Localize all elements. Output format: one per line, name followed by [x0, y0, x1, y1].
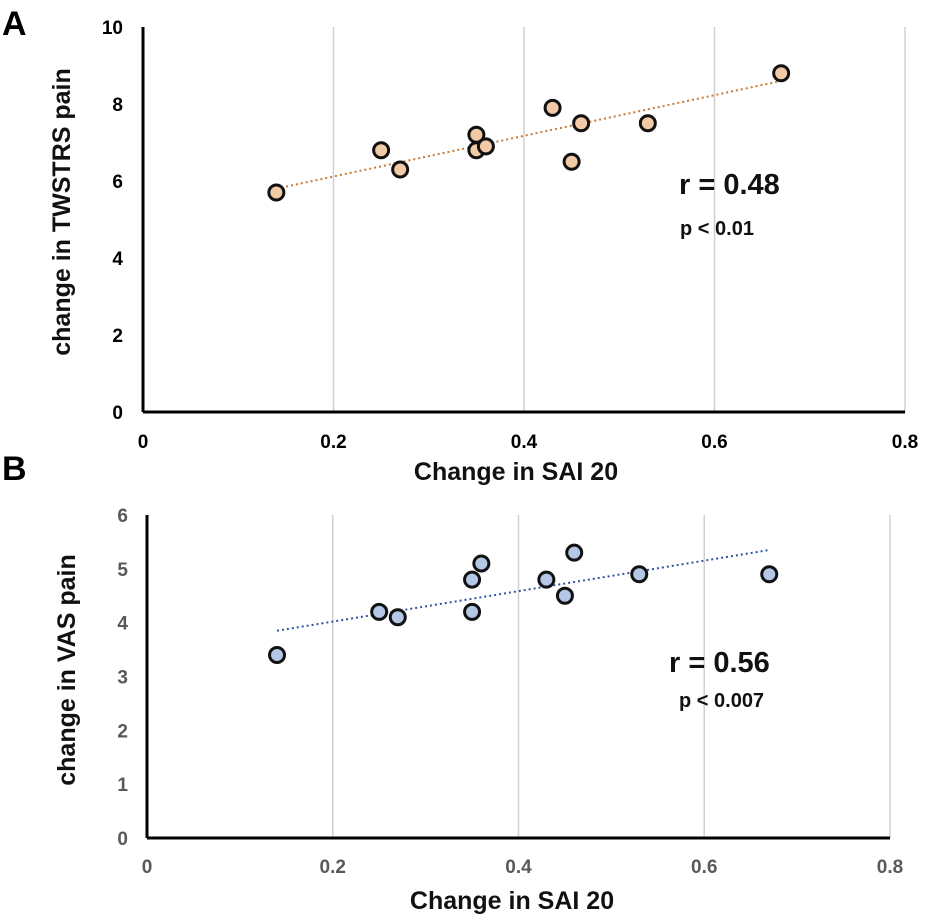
panel-b-data-point	[472, 554, 491, 573]
panel-a-data-point	[572, 114, 591, 133]
panel-a-data-point	[372, 141, 391, 160]
panel-b-data-point	[370, 602, 389, 621]
panel-b-axes	[145, 515, 890, 840]
panel-a-x-tick-label: 0.8	[892, 432, 918, 453]
panel-b-y-tick-label: 4	[117, 614, 128, 635]
panel-a-trendline	[276, 79, 782, 190]
panel-b-y-tick-label: 5	[117, 560, 128, 581]
panel-a-x-axis-title: Change in SAI 20	[414, 458, 618, 486]
panel-a-x-tick-label: 0.2	[320, 432, 346, 453]
panel-b-data-point	[463, 570, 482, 589]
panel-b-y-tick-label: 1	[117, 775, 128, 796]
panel-b-y-tick-label: 2	[117, 721, 128, 742]
panel-b-x-axis-title: Change in SAI 20	[410, 887, 614, 915]
panel-a-x-tick-label: 0.4	[511, 432, 538, 453]
panel-b-x-tick-labels: 0 0.2 0.4 0.6 0.8	[142, 857, 904, 878]
panel-a-p-value: p < 0.01	[680, 218, 754, 240]
panel-a-x-tick-label: 0.6	[701, 432, 727, 453]
panel-a-gridlines	[332, 27, 906, 412]
panel-a-y-tick-label: 0	[112, 403, 123, 424]
panel-b-data-point	[388, 608, 407, 627]
panel-b-y-tick-labels: 0 1 2 3 4 5 6	[117, 506, 128, 850]
panel-b-y-axis-title: change in VAS pain	[53, 554, 81, 786]
panel-a-y-axis-title: change in TWSTRS pain	[48, 68, 76, 356]
panel-a-points	[267, 64, 791, 202]
panel-a-x-tick-labels: 0 0.2 0.4 0.6 0.8	[138, 432, 919, 453]
panel-a-data-point	[476, 137, 495, 156]
panel-b-letter: B	[2, 450, 27, 488]
panel-b-y-tick-label: 3	[117, 668, 128, 689]
panel-b-y-tick-label: 6	[117, 506, 128, 527]
panel-b-x-tick-label: 0	[142, 857, 153, 878]
panel-b-trendline	[276, 549, 770, 632]
panel-b-gridlines	[332, 515, 891, 838]
panel-b-x-tick-label: 0.6	[691, 857, 717, 878]
panel-a-y-tick-label: 10	[102, 18, 123, 39]
panel-b-r-value: r = 0.56	[669, 647, 770, 679]
panel-a-y-tick-label: 6	[112, 172, 123, 193]
panel-a-trendline-group	[276, 79, 782, 190]
panel-b-x-tick-label: 0.2	[320, 857, 346, 878]
panel-a-letter: A	[2, 5, 27, 43]
panel-b-trendline-group	[276, 549, 770, 632]
panel-a-axes	[141, 27, 905, 414]
panel-a-data-point	[267, 183, 286, 202]
panel-a-y-tick-labels: 0 2 4 6 8 10	[102, 18, 124, 424]
panel-b-p-value: p < 0.007	[679, 690, 764, 712]
panel-b-y-tick-label: 0	[117, 829, 128, 850]
panel-b-data-point	[537, 570, 556, 589]
panel-b-points	[268, 543, 779, 664]
panel-a-data-point	[772, 64, 791, 83]
panel-a-y-tick-label: 4	[112, 249, 123, 270]
panel-b-x-tick-label: 0.4	[505, 857, 532, 878]
panel-a-data-point	[562, 152, 581, 171]
panel-a-y-tick-label: 2	[112, 326, 123, 347]
panel-a-data-point	[543, 98, 562, 117]
panel-b-data-point	[565, 543, 584, 562]
panel-a-y-tick-label: 8	[112, 95, 123, 116]
panel-b-data-point	[463, 602, 482, 621]
panel-b-data-point	[555, 586, 574, 605]
panel-b-data-point	[630, 565, 649, 584]
panel-a-x-tick-label: 0	[138, 432, 149, 453]
panel-b-data-point	[760, 565, 779, 584]
panel-b-x-tick-label: 0.8	[877, 857, 903, 878]
panel-b: B 0 1 2 3 4 5 6 0 0.2 0.4 0.6 0.8 change in VAS pa…	[2, 450, 903, 915]
panel-a-data-point	[391, 160, 410, 179]
panel-b-data-point	[268, 645, 287, 664]
panel-a-data-point	[638, 114, 657, 133]
panel-a: A 0 2 4 6 8 10 0 0.2 0.4 0.6 0.8 change in TWSTRS…	[2, 5, 918, 486]
panel-a-r-value: r = 0.48	[679, 169, 780, 201]
